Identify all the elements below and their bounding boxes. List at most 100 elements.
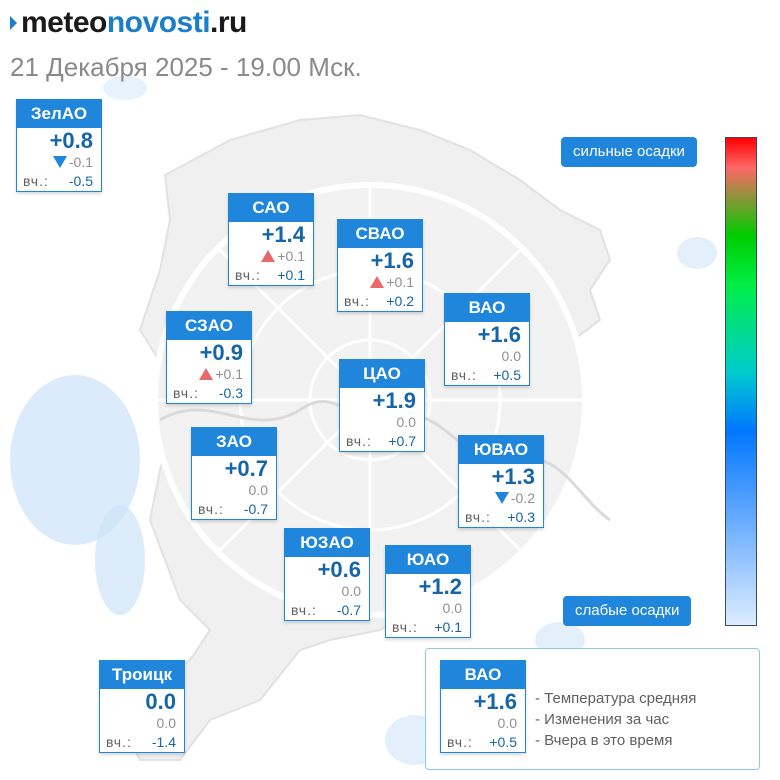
site-logo[interactable]: meteonovosti.ru — [10, 6, 247, 40]
yesterday-row: вч.: +0.5 — [441, 732, 525, 752]
district-name: ЮЗАО — [285, 529, 369, 557]
temperature-value: +1.9 — [372, 388, 416, 413]
hourly-change-value: 0.0 — [396, 414, 416, 430]
hourly-change-value: -0.1 — [68, 154, 93, 170]
yesterday-value: +0.1 — [434, 619, 462, 635]
district-card-yuzao[interactable]: ЮЗАО +0.6 0.0 вч.: -0.7 — [284, 528, 370, 621]
district-card-vao[interactable]: ВАО +1.6 0.0 вч.: +0.5 — [444, 293, 530, 386]
hourly-change-value: 0.0 — [248, 482, 268, 498]
yesterday-value: -0.3 — [218, 385, 243, 401]
hourly-change: 0.0 — [441, 715, 525, 732]
road-ring — [308, 338, 432, 462]
yesterday-value: +0.5 — [489, 734, 517, 750]
heavy-precipitation-label: сильные осадки — [561, 137, 697, 167]
light-precipitation-label: слабые осадки — [563, 596, 692, 626]
precip-area — [103, 76, 147, 100]
yesterday-value: +0.7 — [388, 433, 416, 449]
hourly-change-value: 0.0 — [501, 348, 521, 364]
yesterday-value: +0.2 — [386, 293, 414, 309]
yesterday-value: -0.7 — [243, 501, 268, 517]
temperature-value: +0.8 — [49, 128, 93, 153]
yesterday-label: вч.: — [346, 433, 372, 449]
district-name: Троицк — [100, 661, 184, 689]
yesterday-label: вч.: — [198, 501, 224, 517]
district-name: ЮВАО — [459, 436, 543, 464]
yesterday-label: вч.: — [465, 509, 491, 525]
district-card-svao[interactable]: СВАО +1.6 +0.1 вч.: +0.2 — [337, 219, 423, 312]
temperature-value: +1.6 — [370, 248, 414, 273]
temperature-value: +0.6 — [317, 557, 361, 582]
hourly-change: +0.1 — [229, 248, 313, 265]
yesterday-label: вч.: — [447, 734, 473, 750]
district-card-sao[interactable]: САО +1.4 +0.1 вч.: +0.1 — [228, 193, 314, 286]
logo-mark-icon — [10, 16, 17, 30]
yesterday-value: +0.1 — [277, 267, 305, 283]
district-name: ВАО — [441, 661, 525, 689]
yesterday-row: вч.: +0.3 — [459, 507, 543, 527]
district-card-zao[interactable]: ЗАО +0.7 0.0 вч.: -0.7 — [191, 427, 277, 520]
yesterday-label: вч.: — [23, 173, 49, 189]
hourly-change-value: -0.2 — [510, 490, 535, 506]
logo-text-meteo: meteo — [21, 6, 107, 39]
yesterday-row: вч.: +0.1 — [386, 617, 470, 637]
yesterday-value: -0.7 — [336, 602, 361, 618]
yesterday-row: вч.: +0.2 — [338, 291, 422, 311]
trend-down-icon — [494, 492, 509, 504]
logo-text-tld: .ru — [210, 6, 247, 39]
yesterday-label: вч.: — [392, 619, 418, 635]
hourly-change: 0.0 — [100, 715, 184, 732]
precipitation-scale-bar — [725, 137, 757, 626]
yesterday-row: вч.: -0.7 — [285, 600, 369, 620]
district-name: ВАО — [445, 294, 529, 322]
report-datetime: 21 Декабря 2025 - 19.00 Мск. — [10, 52, 362, 82]
temperature-value: +0.7 — [224, 456, 268, 481]
yesterday-row: вч.: -0.7 — [192, 499, 276, 519]
district-name: ЗАО — [192, 428, 276, 456]
hourly-change: -0.1 — [17, 154, 101, 171]
hourly-change: 0.0 — [445, 348, 529, 365]
yesterday-row: вч.: +0.7 — [340, 431, 424, 451]
temperature-value: +1.6 — [477, 322, 521, 347]
district-name: ЦАО — [340, 360, 424, 388]
temperature-value: 0.0 — [145, 689, 176, 714]
district-card-szao[interactable]: СЗАО +0.9 +0.1 вч.: -0.3 — [166, 311, 252, 404]
temperature-value: +1.4 — [261, 222, 305, 247]
yesterday-value: -1.4 — [151, 734, 176, 750]
temperature-value: +1.6 — [473, 689, 517, 714]
legend-sample-card: ВАО +1.6 0.0 вч.: +0.5 — [440, 660, 526, 753]
yesterday-label: вч.: — [173, 385, 199, 401]
district-name: ЮАО — [386, 546, 470, 574]
yesterday-label: вч.: — [344, 293, 370, 309]
precip-area — [95, 505, 145, 615]
district-card-cao[interactable]: ЦАО +1.9 0.0 вч.: +0.7 — [339, 359, 425, 452]
precip-area — [10, 375, 140, 545]
district-card-yuvao[interactable]: ЮВАО +1.3 -0.2 вч.: +0.3 — [458, 435, 544, 528]
legend-item-average-temp: - Температура средняя — [535, 690, 697, 707]
district-name: СЗАО — [167, 312, 251, 340]
hourly-change-value: 0.0 — [341, 583, 361, 599]
hourly-change-value: +0.1 — [386, 274, 414, 290]
yesterday-value: -0.5 — [68, 173, 93, 189]
hourly-change-value: +0.1 — [215, 366, 243, 382]
yesterday-label: вч.: — [106, 734, 132, 750]
trend-down-icon — [52, 156, 67, 168]
hourly-change-value: +0.1 — [277, 248, 305, 264]
yesterday-row: вч.: -0.3 — [167, 383, 251, 403]
district-name: ЗелАО — [17, 100, 101, 128]
district-name: СВАО — [338, 220, 422, 248]
yesterday-row: вч.: +0.1 — [229, 265, 313, 285]
hourly-change: 0.0 — [386, 600, 470, 617]
temperature-value: +0.9 — [199, 340, 243, 365]
yesterday-row: вч.: -0.5 — [17, 171, 101, 191]
precip-area — [677, 237, 717, 269]
district-card-zelao[interactable]: ЗелАО +0.8 -0.1 вч.: -0.5 — [16, 99, 102, 192]
yesterday-row: вч.: +0.5 — [445, 365, 529, 385]
yesterday-value: +0.3 — [507, 509, 535, 525]
district-card-troitsk[interactable]: Троицк 0.0 0.0 вч.: -1.4 — [99, 660, 185, 753]
district-card-yuao[interactable]: ЮАО +1.2 0.0 вч.: +0.1 — [385, 545, 471, 638]
trend-up-icon — [261, 250, 276, 262]
trend-up-icon — [199, 368, 214, 380]
temperature-value: +1.3 — [491, 464, 535, 489]
hourly-change: 0.0 — [340, 414, 424, 431]
legend-item-hourly-change: - Изменения за час — [535, 711, 670, 728]
